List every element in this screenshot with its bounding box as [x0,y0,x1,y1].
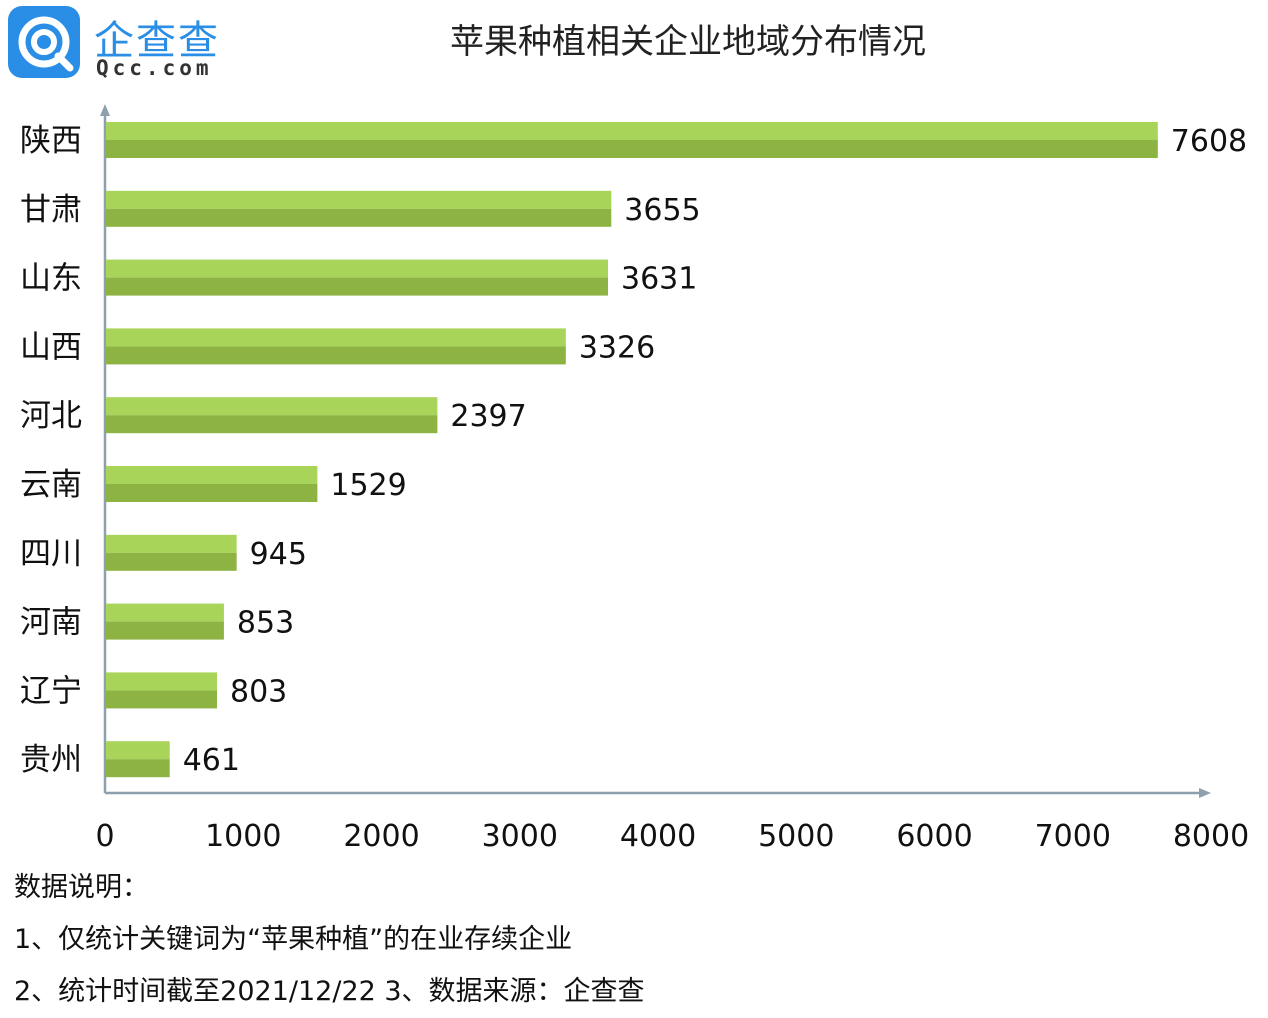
bar [106,328,566,365]
bar-top [106,328,566,347]
bar [106,122,1158,158]
x-tick-label: 5000 [758,819,834,854]
category-label: 辽宁 [20,673,82,709]
bar-bottom [106,552,237,571]
data-label: 2397 [450,399,526,434]
y-axis-arrow [100,104,110,116]
data-label: 853 [237,606,294,641]
bar-bottom [106,484,318,502]
chart-title: 苹果种植相关企业地域分布情况 [450,22,926,62]
x-tick-label: 8000 [1173,819,1249,854]
bar-top [106,122,1158,140]
notes-line-1: 1、仅统计关键词为“苹果种植”的在业存续企业 [14,924,573,955]
bar [106,672,218,709]
bar [106,397,438,434]
data-label: 461 [183,743,240,778]
logo-domain: Qcc.com [96,56,213,80]
bar-bottom [106,690,218,709]
category-label: 四川 [20,536,82,572]
bar-top [106,190,612,209]
data-label: 3326 [579,330,655,365]
bar-bottom [106,415,438,434]
x-tick-label: 2000 [343,819,419,854]
category-label: 山西 [20,329,82,365]
category-label: 陕西 [20,123,82,159]
bar-top [106,741,170,760]
bar [106,741,170,778]
category-label: 河南 [20,605,82,641]
bar-top [106,259,608,278]
bar-bottom [106,621,224,640]
bar [106,259,608,296]
x-tick-label: 3000 [482,819,558,854]
category-label: 甘肃 [20,192,82,228]
bar-bottom [106,140,1158,158]
chart-labels: 0 1000 2000 3000 4000 5000 6000 7000 8000 陕西 7608 甘… [20,123,1249,854]
data-label: 3655 [624,193,700,228]
x-tick-label: 6000 [896,819,972,854]
category-label: 山东 [20,261,82,297]
notes-heading: 数据说明： [14,872,149,903]
data-label: 945 [250,537,307,572]
chart-bars [106,122,1158,778]
bar-bottom [106,208,612,227]
bar-top [106,603,224,622]
chart-axes [100,104,1211,798]
x-tick-label: 4000 [620,819,696,854]
category-label: 贵州 [20,742,82,778]
bar-top [106,534,237,553]
x-axis-arrow [1199,788,1211,798]
bar-top [106,672,218,691]
bar-bottom [106,346,566,365]
category-label: 河北 [20,398,82,434]
bar [106,603,224,640]
bar-top [106,397,438,416]
bar-bottom [106,759,170,778]
bar [106,534,237,571]
bar [106,190,612,227]
data-notes: 数据说明： 1、仅统计关键词为“苹果种植”的在业存续企业 2、统计时间截至202… [14,862,645,1018]
category-label: 云南 [20,467,82,503]
data-label: 803 [230,674,287,709]
logo: 企查查 Qcc.com [8,6,228,82]
data-label: 1529 [330,468,406,503]
x-tick-label: 0 [95,819,114,854]
data-label: 3631 [621,262,697,297]
data-label: 7608 [1171,124,1247,159]
notes-line-2: 2、统计时间截至2021/12/22 3、数据来源：企查查 [14,976,645,1007]
logo-name: 企查查 [94,18,220,64]
x-tick-label: 1000 [205,819,281,854]
bar-top [106,466,318,484]
bar-chart: 0 1000 2000 3000 4000 5000 6000 7000 8000 陕西 7608 甘… [20,104,1249,854]
bar [106,466,318,502]
qcc-logo-icon [8,6,80,78]
x-tick-label: 7000 [1035,819,1111,854]
bar-bottom [106,277,608,296]
